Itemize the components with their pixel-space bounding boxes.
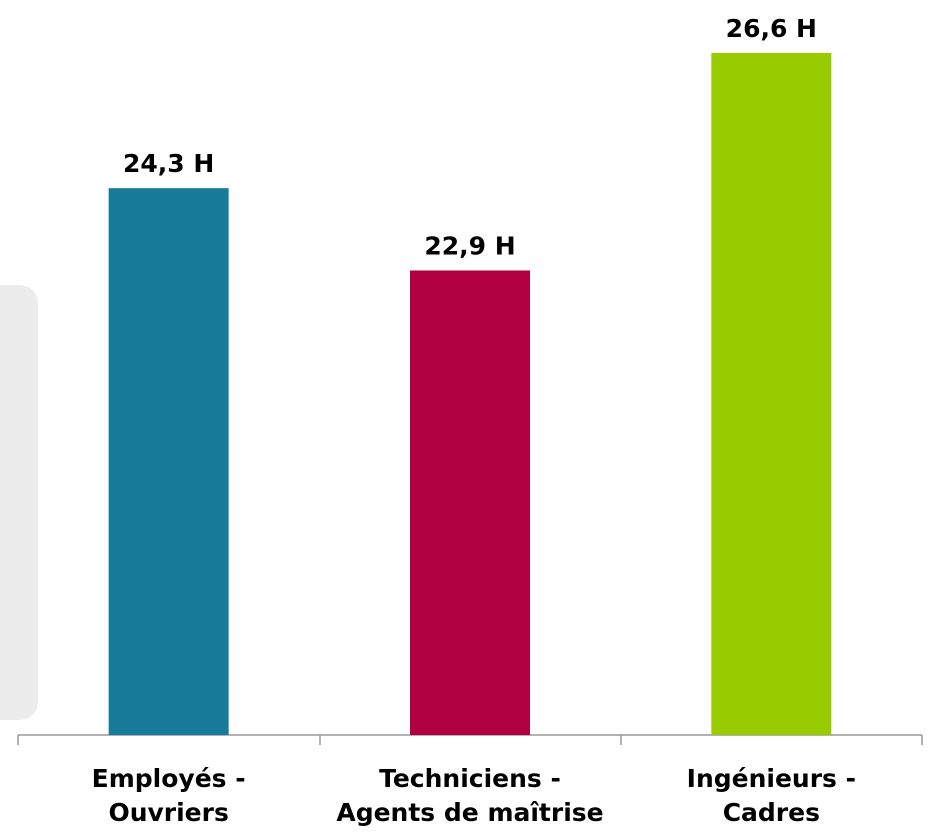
x-tick-label: Techniciens - Agents de maîtrise — [336, 764, 604, 827]
background-panel — [0, 285, 38, 720]
bar — [410, 270, 530, 735]
x-tick-label: Employés - Ouvriers — [91, 764, 246, 827]
value-label: 24,3 H — [123, 149, 214, 178]
value-label: 26,6 H — [726, 14, 817, 43]
x-tick-label: Ingénieurs - Cadres — [686, 764, 857, 827]
bar — [108, 188, 229, 735]
value-label: 22,9 H — [424, 231, 515, 260]
bar — [711, 52, 832, 736]
